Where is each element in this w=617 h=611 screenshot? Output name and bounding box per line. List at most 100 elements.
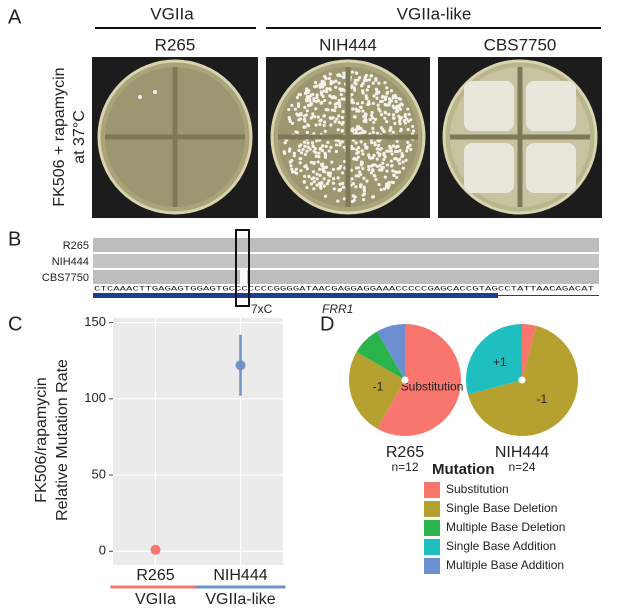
colony — [401, 166, 405, 170]
colony — [371, 101, 375, 105]
colony — [385, 149, 389, 153]
colony — [359, 140, 363, 144]
colony — [295, 96, 299, 100]
plates — [92, 57, 602, 218]
colony — [372, 120, 376, 125]
track-label: NIH444 — [52, 256, 89, 268]
colony — [369, 156, 373, 160]
colony — [306, 141, 310, 145]
colony — [375, 147, 379, 151]
colony — [389, 99, 393, 103]
colony — [318, 173, 322, 177]
colony — [335, 117, 339, 121]
colony — [336, 199, 340, 203]
colony — [342, 197, 347, 201]
growth — [464, 81, 514, 131]
colony — [322, 123, 326, 128]
colony — [393, 149, 398, 154]
colony — [323, 194, 328, 198]
colony — [288, 119, 292, 124]
colony — [391, 169, 395, 173]
colony — [299, 143, 303, 147]
colony — [342, 159, 347, 164]
colony — [398, 122, 402, 126]
colony — [298, 161, 302, 165]
colony — [398, 161, 402, 166]
colony — [377, 168, 382, 172]
colony — [340, 171, 345, 175]
colony — [372, 94, 376, 98]
colony — [379, 112, 384, 117]
colony — [354, 82, 358, 86]
colony — [393, 121, 397, 125]
colony — [309, 160, 313, 165]
colony — [288, 160, 292, 164]
colony — [311, 144, 315, 148]
colony — [353, 88, 357, 92]
colony — [396, 158, 400, 163]
colony — [340, 115, 345, 120]
colony — [383, 116, 387, 120]
colony — [374, 177, 378, 182]
colony — [302, 180, 306, 184]
x-tick-label: R265 — [136, 567, 174, 584]
colony — [317, 151, 321, 155]
colony — [365, 179, 369, 183]
colony — [296, 104, 301, 108]
colony — [385, 182, 389, 186]
colony — [334, 143, 339, 147]
colony — [323, 151, 327, 155]
colony — [374, 77, 378, 81]
group-label: VGIIa-like — [397, 4, 472, 23]
colony — [371, 163, 375, 167]
colony — [356, 78, 360, 82]
y-tick-label: 100 — [84, 390, 106, 405]
colony — [303, 105, 307, 109]
colony — [376, 164, 380, 169]
colony — [375, 157, 379, 161]
colony — [354, 128, 358, 132]
colony — [362, 185, 366, 189]
track-label: CBS7750 — [42, 272, 89, 284]
colony — [321, 167, 325, 171]
colony — [392, 173, 396, 177]
colony — [387, 183, 391, 187]
colony — [138, 95, 142, 99]
colony — [315, 172, 319, 176]
colony — [377, 182, 381, 187]
colony — [354, 147, 359, 152]
pie-slice — [466, 324, 522, 395]
colony — [303, 152, 307, 157]
colony — [387, 112, 391, 116]
colony — [337, 188, 341, 192]
colony — [406, 144, 411, 148]
colony — [405, 149, 409, 153]
colony — [349, 146, 354, 150]
colony — [316, 160, 320, 164]
colony — [385, 119, 389, 124]
colony — [354, 107, 358, 111]
colony — [389, 149, 394, 153]
colony — [398, 103, 402, 107]
colony — [336, 176, 340, 180]
colony — [299, 112, 303, 116]
colony — [371, 126, 375, 130]
colony — [365, 78, 369, 82]
colony — [407, 119, 411, 123]
colony — [367, 84, 371, 89]
colony — [306, 123, 310, 127]
colony — [318, 167, 322, 171]
colony — [362, 115, 366, 119]
colony — [361, 152, 365, 156]
colony — [353, 115, 357, 119]
panel-label: D — [320, 313, 334, 335]
colony — [295, 130, 299, 135]
colony — [387, 103, 391, 107]
colony — [318, 83, 322, 87]
colony — [358, 105, 363, 109]
colony — [320, 181, 324, 185]
colony — [360, 84, 364, 88]
colony — [351, 107, 355, 111]
colony — [289, 164, 293, 168]
